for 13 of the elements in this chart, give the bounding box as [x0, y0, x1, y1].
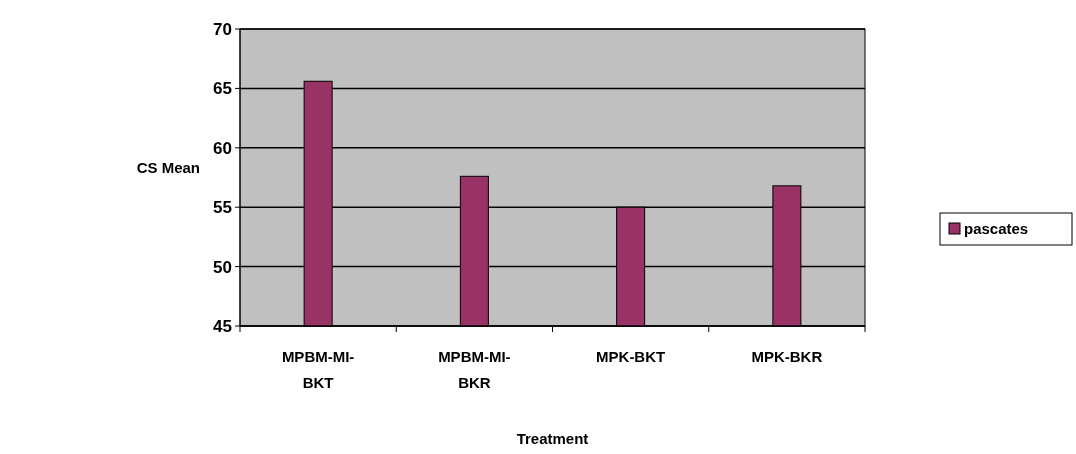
x-tick-label: MPK-BKR — [751, 348, 823, 365]
y-tick-label: 45 — [213, 316, 232, 336]
x-tick-label: MPBM-MI-BKT — [281, 348, 355, 391]
y-axis-title: CS Mean — [136, 159, 200, 176]
y-tick-label: 70 — [213, 19, 232, 39]
legend-label: pascates — [964, 220, 1029, 238]
y-tick-label: 55 — [213, 198, 232, 218]
y-tick-label: 50 — [213, 257, 232, 277]
y-tick-label: 65 — [213, 79, 232, 99]
x-axis-title: Treatment — [516, 430, 589, 447]
x-tick-label: MPK-BKT — [596, 348, 666, 365]
x-tick-label: MPBM-MI-BKR — [438, 348, 511, 391]
y-tick-label: 60 — [213, 138, 232, 158]
